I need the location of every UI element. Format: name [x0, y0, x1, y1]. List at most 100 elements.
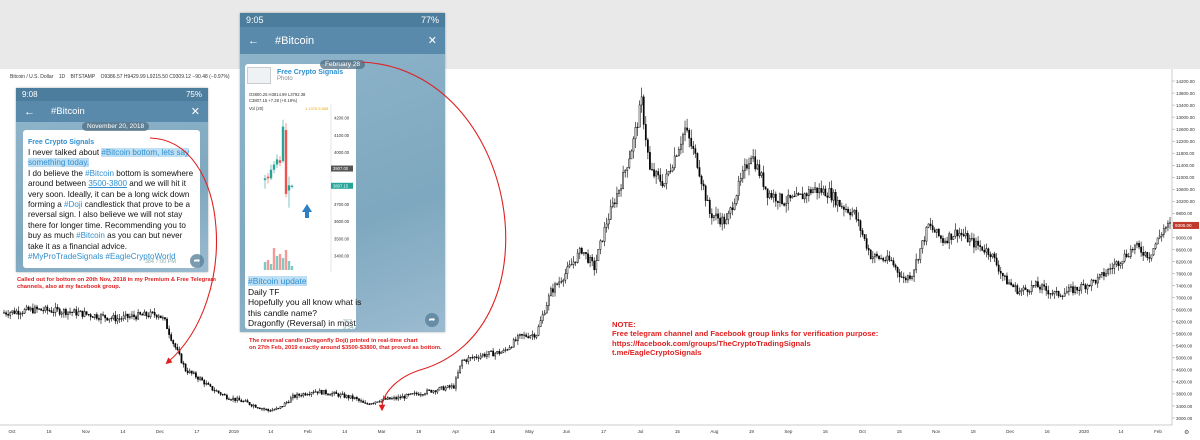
candle-body [58, 308, 61, 315]
telegram-link[interactable]: t.me/EagleCryptoSignals [612, 348, 702, 358]
candle-body [1020, 289, 1023, 293]
candle-body [93, 314, 96, 318]
candle-body [1125, 253, 1128, 257]
candle-body [1022, 287, 1025, 291]
candle-body [576, 252, 579, 263]
btc-candlestick-chart[interactable]: 3000.00 3400.00 3800.00 4200.00 4600.00 5000.… [0, 69, 1200, 440]
candle-body [960, 232, 963, 235]
x-tick-label: 15 [897, 429, 903, 434]
candle-body [186, 370, 189, 374]
candle-body [1158, 235, 1161, 239]
x-tick-label: 15 [46, 429, 52, 434]
candle-body [626, 167, 629, 171]
candle-body [855, 209, 858, 220]
hashtag-doji[interactable]: #Doji [64, 200, 83, 210]
hashtags[interactable]: #MyProTradeSignals #EagleCryptoWorld [28, 252, 176, 262]
candle-body [368, 403, 371, 405]
candle-body [1032, 285, 1035, 287]
candle-body [405, 393, 408, 399]
candle-body [812, 189, 814, 194]
candle-body [1092, 279, 1095, 281]
facebook-link[interactable]: https://facebook.com/groups/TheCryptoTra… [612, 338, 811, 348]
candle-body [849, 212, 851, 216]
channel-title: #Bitcoin [275, 34, 315, 47]
candle-body [475, 356, 478, 358]
candle-body [781, 193, 783, 204]
candle-body [1086, 284, 1089, 290]
candle-body [339, 393, 342, 397]
hashtag-bitcoin[interactable]: #Bitcoin [101, 148, 131, 157]
candle-body [281, 406, 284, 408]
candle-body [23, 309, 26, 314]
price-range-link[interactable]: 3500-3800 [88, 179, 128, 189]
candle-body [114, 315, 117, 322]
x-tick-label: Aug [710, 429, 719, 434]
mini-candle-body [278, 160, 282, 163]
candle-body [892, 260, 895, 266]
candle-body [393, 397, 395, 399]
share-icon[interactable]: ➦ [425, 313, 439, 327]
candle-body [118, 318, 121, 320]
candle-body [552, 288, 554, 293]
candle-body [774, 193, 777, 202]
candle-body [1051, 293, 1054, 295]
candle-body [182, 362, 185, 365]
back-arrow-icon[interactable]: ← [248, 34, 259, 47]
candle-body [752, 156, 754, 159]
candle-body [708, 199, 711, 214]
candle-body [768, 193, 771, 198]
candle-body [420, 394, 422, 396]
mini-candle-body [290, 185, 294, 187]
candle-body [151, 311, 154, 313]
candle-body [1090, 279, 1093, 287]
candle-body [254, 404, 257, 408]
last-price-tag [1173, 221, 1199, 229]
candle-body [15, 310, 18, 314]
candle-body [207, 382, 210, 385]
candle-body [442, 386, 445, 391]
candle-body [991, 253, 994, 257]
candle-body [1034, 281, 1037, 287]
candle-body [376, 401, 379, 403]
candle-body [640, 96, 643, 106]
hashtag-bitcoin[interactable]: #Bitcoin [248, 276, 279, 286]
candle-body [351, 395, 354, 399]
candle-body [880, 258, 882, 260]
hashtag-bitcoin[interactable]: #Bitcoin [85, 168, 114, 178]
candle-body [195, 372, 197, 378]
candle-body [898, 272, 901, 278]
candle-body [153, 312, 156, 316]
candle-body [234, 397, 237, 401]
candle-body [73, 309, 76, 313]
message-text-part: I never talked about [28, 148, 102, 157]
candle-body [857, 219, 860, 221]
candle-body [230, 399, 232, 401]
candle-body [9, 312, 12, 316]
hashtag-bitcoin[interactable]: #Bitcoin [76, 231, 105, 241]
candle-body [1101, 272, 1103, 275]
candle-body [663, 183, 666, 187]
y-tick-label: 5800.00 [1176, 332, 1193, 337]
candle-body [977, 240, 979, 246]
candle-body [1028, 291, 1031, 293]
candle-body [397, 396, 400, 400]
mini-volume-bar [287, 261, 291, 270]
candle-body [521, 333, 523, 336]
candle-body [750, 157, 752, 164]
candle-body [1111, 268, 1114, 270]
y-tick-label: 6600.00 [1176, 307, 1193, 312]
candle-body [263, 408, 265, 410]
close-icon[interactable]: ✕ [427, 35, 437, 47]
y-tick-label: 9800.00 [1176, 211, 1193, 216]
candle-body [323, 390, 325, 395]
candle-body [265, 408, 267, 410]
candle-body [1160, 234, 1163, 237]
status-time: 9:05 [246, 15, 264, 25]
back-arrow-icon[interactable]: ← [24, 105, 35, 118]
mini-tick-label: 4200.00 [334, 116, 350, 121]
share-icon[interactable]: ➦ [190, 254, 204, 268]
candle-body [830, 187, 833, 201]
close-icon[interactable]: ✕ [190, 106, 200, 118]
candle-body [120, 318, 123, 320]
